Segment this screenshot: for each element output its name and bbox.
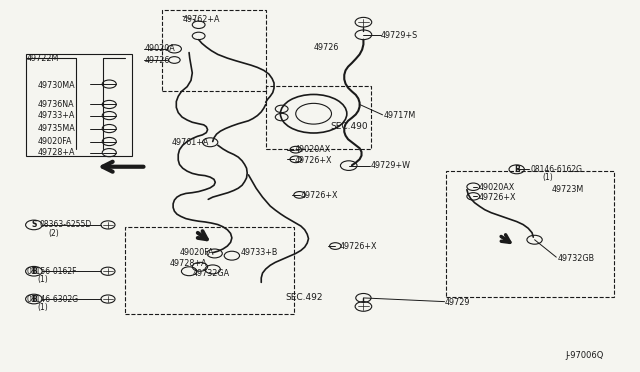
Text: S: S: [31, 221, 36, 230]
Text: 08156-0162F: 08156-0162F: [26, 267, 77, 276]
Text: 49729: 49729: [445, 298, 470, 307]
Text: 49020AX: 49020AX: [294, 145, 331, 154]
Text: 49726: 49726: [314, 42, 339, 51]
Text: 49735MA: 49735MA: [38, 124, 76, 133]
Text: 49717M: 49717M: [384, 111, 416, 120]
Text: 49020AX: 49020AX: [478, 183, 515, 192]
Text: (1): (1): [38, 275, 49, 284]
Text: (1): (1): [38, 303, 49, 312]
Text: 49732GA: 49732GA: [192, 269, 229, 278]
Text: 49726+X: 49726+X: [339, 241, 377, 250]
Text: 49726+X: 49726+X: [294, 155, 332, 164]
Text: J-97006Q: J-97006Q: [566, 351, 604, 360]
Text: 49728+A: 49728+A: [38, 148, 76, 157]
Text: 08146-6162G: 08146-6162G: [531, 165, 583, 174]
Text: 49020FA: 49020FA: [38, 137, 72, 146]
Bar: [447, 171, 614, 297]
Text: (2): (2): [49, 228, 60, 238]
Text: (1): (1): [542, 173, 553, 182]
Text: 49732GB: 49732GB: [557, 254, 595, 263]
Text: 49730MA: 49730MA: [38, 81, 76, 90]
Text: 08146-6302G: 08146-6302G: [26, 295, 78, 304]
Bar: [162, 10, 266, 92]
Text: 49726+X: 49726+X: [478, 193, 516, 202]
Text: SEC.492: SEC.492: [285, 294, 323, 302]
Text: 49722M: 49722M: [26, 54, 59, 62]
Bar: [266, 86, 371, 149]
Text: 08363-6255D: 08363-6255D: [39, 221, 92, 230]
Text: 49733+B: 49733+B: [240, 248, 278, 257]
Text: 49020A: 49020A: [145, 44, 175, 53]
Text: B: B: [31, 295, 36, 304]
Text: 49729+S: 49729+S: [381, 31, 418, 41]
Text: 49726: 49726: [145, 56, 170, 65]
Text: 49723M: 49723M: [551, 185, 584, 194]
Text: 49761+A: 49761+A: [172, 138, 209, 147]
Text: 49728+A: 49728+A: [170, 259, 207, 267]
Text: 49020FA: 49020FA: [179, 248, 214, 257]
Text: 49729+W: 49729+W: [371, 161, 411, 170]
Text: 49726+X: 49726+X: [301, 191, 339, 200]
Bar: [26, 54, 132, 156]
Text: B: B: [514, 165, 520, 174]
Text: 49733+A: 49733+A: [38, 111, 75, 120]
Bar: [125, 227, 294, 314]
Text: B: B: [31, 267, 36, 276]
Text: 49762+A: 49762+A: [182, 15, 220, 24]
Text: SEC.490: SEC.490: [330, 122, 368, 131]
Text: 49736NA: 49736NA: [38, 100, 74, 109]
